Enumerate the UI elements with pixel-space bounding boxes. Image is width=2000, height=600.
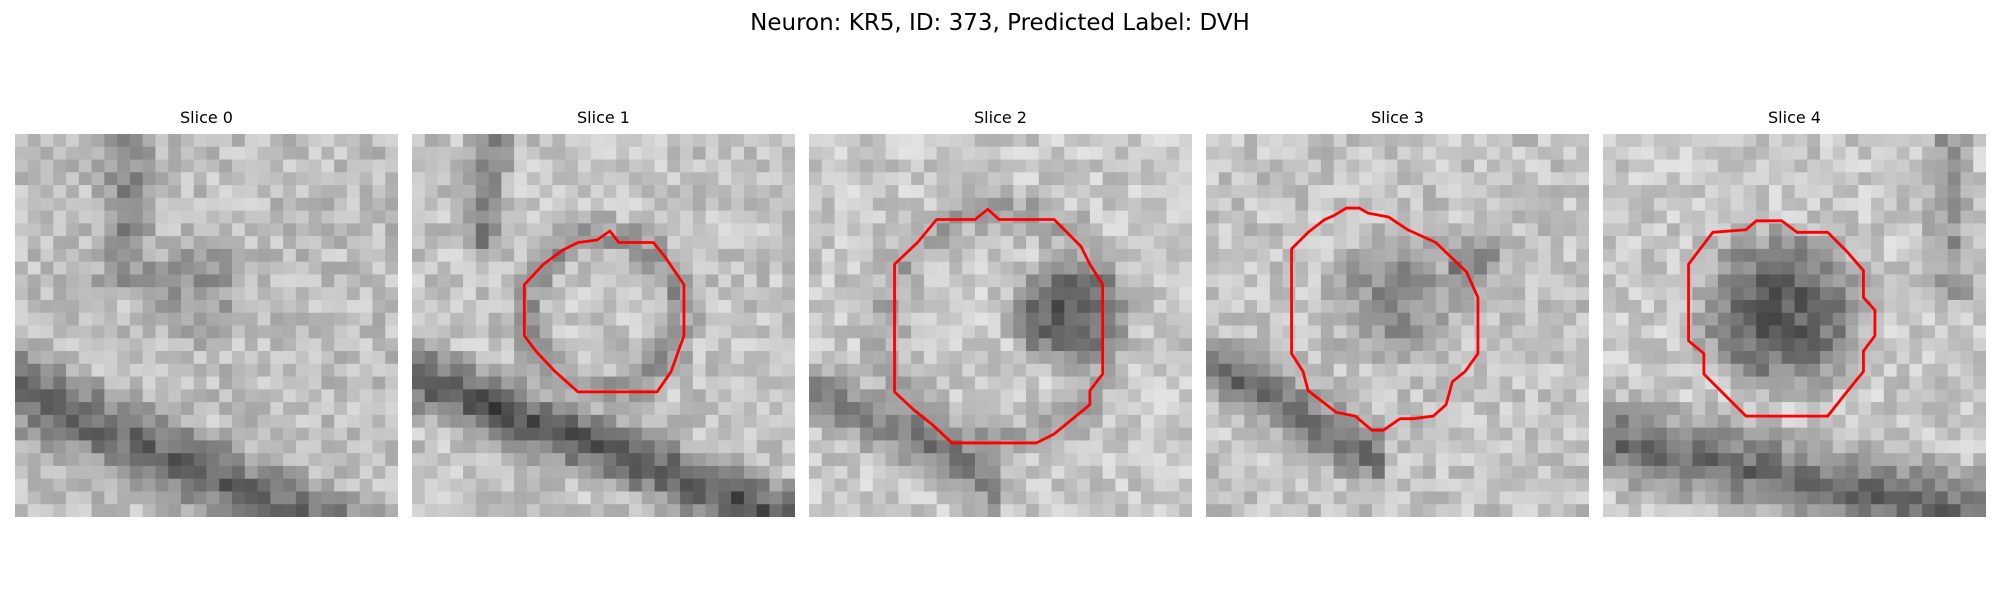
slice-panel-0: Slice 0 [15, 108, 398, 517]
grayscale-image-2 [809, 134, 1192, 517]
slice-title-3: Slice 3 [1371, 108, 1424, 127]
grayscale-image-1 [412, 134, 795, 517]
slice-panel-2: Slice 2 [809, 108, 1192, 517]
neuron-outline-4 [1689, 221, 1875, 416]
slice-image-4 [1603, 134, 1986, 517]
grayscale-image-0 [15, 134, 398, 517]
slice-panel-3: Slice 3 [1206, 108, 1589, 517]
slice-title-1: Slice 1 [577, 108, 630, 127]
slice-title-4: Slice 4 [1768, 108, 1821, 127]
slice-image-1 [412, 134, 795, 517]
slice-image-0 [15, 134, 398, 517]
grayscale-image-3 [1206, 134, 1589, 517]
neuron-outline-3 [1292, 208, 1478, 430]
slice-panel-4: Slice 4 [1603, 108, 1986, 517]
slice-title-2: Slice 2 [974, 108, 1027, 127]
neuron-outline-1 [524, 231, 684, 392]
slice-panel-1: Slice 1 [412, 108, 795, 517]
slice-image-3 [1206, 134, 1589, 517]
neuron-outline-2 [895, 209, 1103, 443]
slice-image-2 [809, 134, 1192, 517]
slice-title-0: Slice 0 [180, 108, 233, 127]
figure-title: Neuron: KR5, ID: 373, Predicted Label: D… [750, 10, 1250, 36]
grayscale-image-4 [1603, 134, 1986, 517]
